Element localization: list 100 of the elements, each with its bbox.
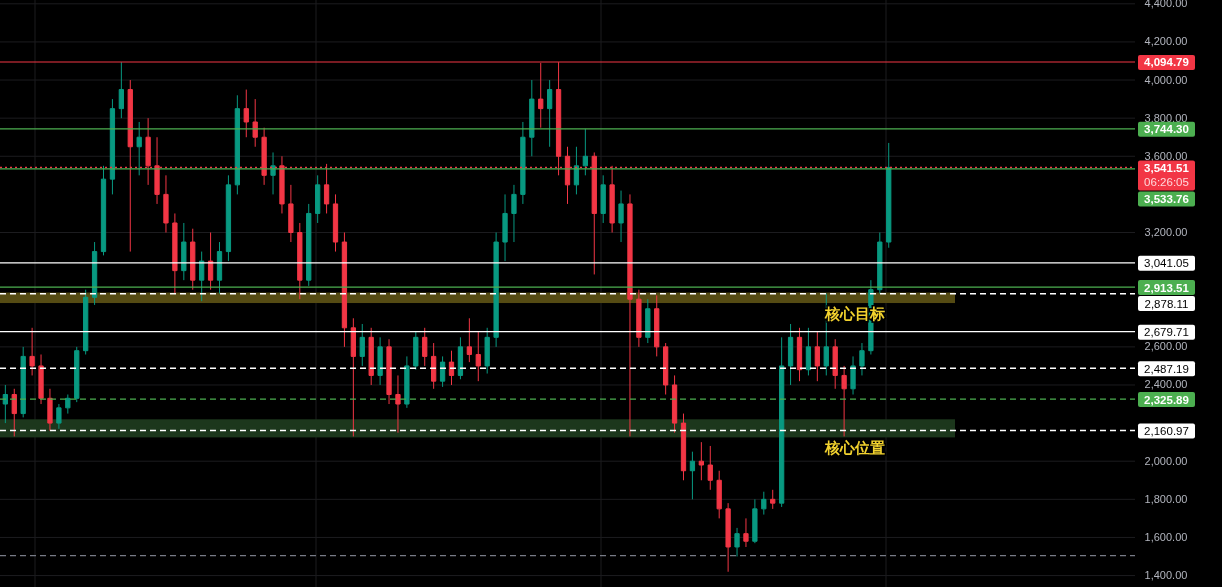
candlestick bbox=[341, 232, 348, 348]
y-tick-label: 3,600.00 bbox=[1144, 149, 1188, 162]
candlestick bbox=[395, 374, 401, 434]
candlestick bbox=[600, 174, 606, 224]
candlestick bbox=[787, 323, 794, 386]
ref-line-label: 2,325.89 bbox=[1144, 393, 1189, 406]
ref-line-label: 2,487.19 bbox=[1144, 362, 1189, 375]
candlestick bbox=[698, 441, 704, 481]
candlestick bbox=[805, 327, 812, 376]
candlestick bbox=[118, 61, 124, 119]
candlestick bbox=[618, 190, 624, 243]
candlestick bbox=[841, 365, 847, 437]
y-tick-label: 1,400.00 bbox=[1144, 569, 1188, 582]
candlestick bbox=[136, 121, 142, 176]
candlestick bbox=[404, 355, 410, 409]
candlestick bbox=[359, 323, 365, 367]
candlestick bbox=[181, 222, 187, 281]
candlestick bbox=[216, 241, 223, 294]
candlestick bbox=[439, 355, 446, 388]
candlestick bbox=[11, 388, 17, 437]
candlestick bbox=[671, 374, 678, 434]
candlestick bbox=[716, 470, 722, 519]
y-tick-label: 4,200.00 bbox=[1144, 35, 1188, 48]
candlestick bbox=[689, 451, 696, 500]
ref-line-label: 3,041.05 bbox=[1144, 257, 1189, 270]
candlestick bbox=[859, 342, 865, 376]
ref-line-label: 3,541.51 bbox=[1144, 161, 1190, 174]
y-tick-label: 2,000.00 bbox=[1144, 454, 1188, 467]
candlestick bbox=[172, 212, 178, 294]
candlestick bbox=[725, 502, 731, 573]
candlestick bbox=[734, 527, 740, 558]
ref-line-label: 4,094.79 bbox=[1144, 56, 1189, 69]
candlestick bbox=[886, 142, 892, 249]
candlestick bbox=[288, 184, 294, 243]
candlestick bbox=[547, 79, 553, 148]
candlestick bbox=[377, 336, 383, 386]
candlestick bbox=[431, 342, 437, 390]
candlestick bbox=[814, 331, 820, 382]
candlestick bbox=[680, 413, 687, 481]
ref-line-label: 2,679.71 bbox=[1144, 326, 1189, 339]
candlestick bbox=[779, 336, 785, 508]
candlestick bbox=[207, 232, 214, 291]
candlestick bbox=[47, 388, 53, 432]
candlestick bbox=[832, 338, 838, 390]
candlestick bbox=[234, 94, 240, 195]
candlestick bbox=[190, 228, 196, 291]
y-tick-label: 3,800.00 bbox=[1144, 111, 1188, 124]
candlestick bbox=[306, 203, 312, 287]
candlestick bbox=[413, 331, 419, 371]
candlestick bbox=[315, 174, 321, 224]
y-tick-label: 4,400.00 bbox=[1144, 0, 1188, 10]
y-tick-label: 2,400.00 bbox=[1144, 378, 1188, 391]
ref-line-label: 3,744.30 bbox=[1144, 123, 1189, 136]
candlestick bbox=[484, 327, 490, 375]
candlestick bbox=[573, 146, 580, 195]
candlestick bbox=[65, 394, 71, 415]
candlestick bbox=[56, 403, 62, 430]
candlestick bbox=[448, 350, 455, 386]
y-tick-label: 2,600.00 bbox=[1144, 340, 1188, 353]
candlestick bbox=[850, 355, 856, 396]
candlestick bbox=[636, 289, 642, 348]
candlestick bbox=[83, 289, 89, 355]
candlestick bbox=[529, 79, 535, 157]
candlestick bbox=[627, 193, 633, 437]
y-tick-label: 1,600.00 bbox=[1144, 530, 1188, 543]
candlestick bbox=[350, 317, 356, 437]
candlestick bbox=[707, 445, 713, 491]
candlestick bbox=[38, 353, 44, 405]
ref-line-label: 2,878.11 bbox=[1144, 297, 1189, 310]
candlestick bbox=[877, 232, 883, 294]
candlestick bbox=[20, 346, 26, 418]
candlestick bbox=[100, 165, 107, 256]
candlestick bbox=[74, 346, 80, 403]
y-tick-label: 4,000.00 bbox=[1144, 73, 1188, 86]
candlestick bbox=[109, 98, 116, 195]
candlestick bbox=[386, 338, 392, 405]
candlestick bbox=[654, 294, 660, 357]
candlestick bbox=[663, 342, 669, 396]
candlestick bbox=[457, 336, 464, 380]
candlestick bbox=[645, 298, 651, 344]
candlestick bbox=[225, 174, 232, 262]
ref-line-label: 2,160.97 bbox=[1144, 425, 1189, 438]
candlestick bbox=[252, 98, 258, 148]
candlestick bbox=[743, 517, 749, 548]
candlestick bbox=[475, 331, 481, 382]
candlestick bbox=[199, 251, 205, 302]
candlestick bbox=[422, 327, 428, 367]
candlestick bbox=[368, 327, 374, 386]
ref-line-label: 3,533.76 bbox=[1144, 192, 1189, 205]
candlestick bbox=[582, 128, 588, 176]
candlestick bbox=[2, 384, 8, 424]
candlestick bbox=[511, 184, 517, 243]
candlestick bbox=[243, 89, 249, 138]
ref-line-label: 2,913.51 bbox=[1144, 281, 1190, 294]
candlestick bbox=[466, 317, 472, 363]
candlestick bbox=[297, 222, 303, 300]
band-label: 核心位置 bbox=[824, 439, 885, 457]
y-tick-label: 1,800.00 bbox=[1144, 492, 1188, 505]
candlestick bbox=[163, 174, 169, 234]
candlestick bbox=[332, 193, 339, 253]
